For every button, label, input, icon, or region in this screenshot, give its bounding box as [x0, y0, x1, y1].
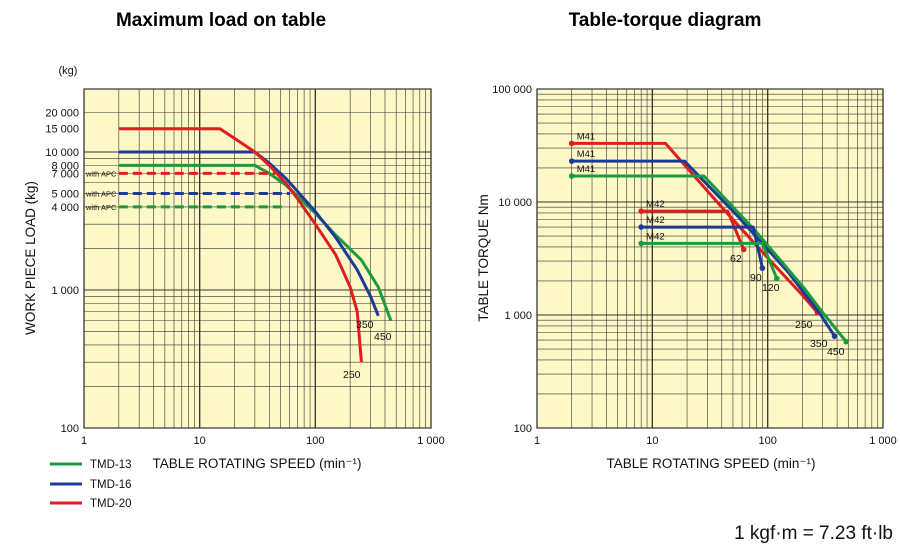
chart2-x-tick: 1 000: [869, 435, 897, 447]
chart1-series-tmd-20: [118, 127, 363, 363]
chart2-series-tmd-13-m41: [571, 174, 848, 343]
chart2-y-tick: 10 000: [498, 197, 532, 209]
chart-table-torque: 1 10 100 1 000 100 1 000 10 000 100 000 M41 M41 M4…: [476, 84, 897, 471]
chart2-x-label: TABLE ROTATING SPEED (min⁻¹): [607, 456, 816, 471]
chart2-x-tick: 1: [534, 435, 540, 447]
chart2-end-dot: [843, 338, 850, 345]
chart2-plot-area: [537, 89, 883, 428]
chart2-range-label: M41: [577, 149, 595, 160]
chart1-apc-label: with APC: [85, 203, 117, 212]
chart1-apc-label: with APC: [85, 169, 117, 178]
chart2-end-label: 90: [750, 272, 762, 284]
chart2-range-label: M41: [577, 131, 595, 142]
chart2-end-label: 120: [762, 282, 780, 294]
chart1-y-tick: 20 000: [45, 107, 79, 119]
chart1-x-tick: 1: [81, 435, 87, 447]
chart2-series-tmd-20-m41: [571, 141, 819, 314]
chart2-y-tick: 100: [514, 423, 532, 435]
chart1-y-tick: 4 000: [51, 202, 79, 214]
legend: TMD-13 TMD-16 TMD-20: [50, 459, 132, 510]
legend-label-tmd-20: TMD-20: [90, 498, 132, 510]
chart2-x-tick: 100: [758, 435, 776, 447]
chart1-y-label: WORK PIECE LOAD (kg): [23, 181, 38, 335]
unit-conversion-note: 1 kgf·m = 7.23 ft·lb: [734, 523, 893, 544]
chart2-range-label: M42: [646, 199, 664, 210]
chart2-end-dot: [831, 333, 838, 339]
chart1-y-tick: 100: [61, 423, 79, 435]
chart2-start-dot: [568, 158, 575, 164]
chart2-frame: [536, 88, 884, 429]
chart1-y-tick: 10 000: [45, 147, 79, 159]
chart2-y-tick: 1 000: [504, 310, 532, 322]
chart2-series-tmd-20-m42: [641, 209, 746, 251]
chart2-range-label: M41: [577, 164, 595, 175]
chart2-start-dot: [638, 208, 644, 214]
chart1-y-tick: 5 000: [51, 189, 79, 201]
chart2-end-label: 350: [810, 338, 828, 350]
chart2-start-dot: [638, 240, 644, 247]
chart2-end-dot: [773, 275, 780, 282]
chart1-y-tick: 7 000: [51, 168, 79, 180]
chart1-y-unit: (kg): [59, 65, 78, 77]
chart1-frame: [83, 88, 432, 429]
chart1-x-label: TABLE ROTATING SPEED (min⁻¹): [153, 456, 362, 471]
chart2-y-label: TABLE TORQUE Nm: [476, 194, 491, 322]
chart1-y-tick: 1 000: [51, 285, 79, 297]
chart2-y-tick: 100 000: [492, 84, 532, 96]
chart1-x-tick: 1 000: [417, 435, 445, 447]
chart1-title: Maximum load on table: [116, 10, 326, 31]
chart2-end-label: 450: [827, 346, 845, 358]
chart2-series-tmd-16-m42: [641, 225, 764, 269]
chart2-end-label: 250: [795, 319, 813, 331]
chart2-series-tmd-13-m42: [641, 241, 779, 280]
chart2-range-label: M42: [646, 231, 664, 242]
chart1-end-label: 250: [343, 369, 361, 381]
chart1-y-tick: 8 000: [51, 160, 79, 172]
chart1-series-tmd-13: [118, 163, 393, 322]
chart2-x-tick: 10: [646, 435, 658, 447]
chart2-title: Table-torque diagram: [569, 10, 762, 31]
chart1-apc-label: with APC: [85, 190, 117, 199]
chart1-x-tick: 100: [306, 435, 324, 447]
chart2-end-label: 62: [730, 253, 742, 265]
chart1-x-tick: 10: [194, 435, 206, 447]
legend-label-tmd-16: TMD-16: [90, 479, 132, 491]
chart2-start-dot: [568, 140, 575, 147]
chart2-end-dot: [759, 265, 766, 271]
chart2-start-dot: [568, 173, 575, 179]
chart1-end-label: 350: [356, 319, 374, 331]
legend-label-tmd-13: TMD-13: [90, 459, 132, 471]
chart1-y-tick: 15 000: [45, 124, 79, 136]
chart1-end-label: 450: [374, 331, 392, 343]
chart2-range-label: M42: [646, 215, 664, 226]
chart2-start-dot: [638, 224, 644, 230]
chart2-end-dot: [740, 246, 747, 253]
chart1-plot-area: [84, 89, 431, 428]
